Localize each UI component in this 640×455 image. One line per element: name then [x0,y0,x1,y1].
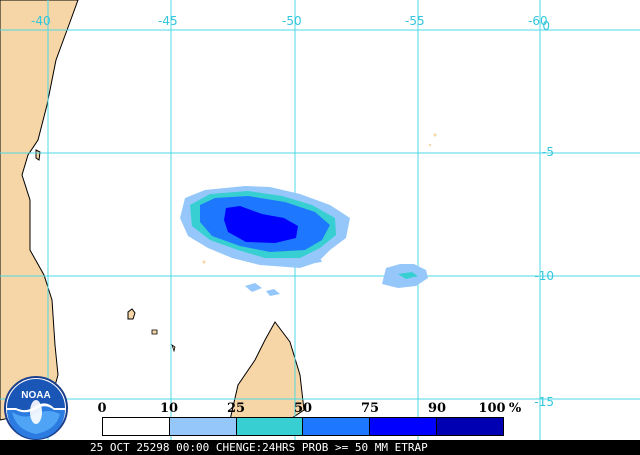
lon-label-45: -45 [158,14,178,28]
lat-label-5: -5 [542,145,554,159]
island-4 [171,344,176,353]
legend-value-75: 75 [360,401,380,416]
lat-lon-grid [0,0,640,440]
caption-text: 25 OCT 25298 00:00 CHENGE:24HRS PROB >= … [90,441,428,454]
lat-label-10: -10 [534,269,554,283]
legend-value-90: 90 [427,401,447,416]
noaa-logo-icon: NOAA [4,376,68,440]
caption-bar: 25 OCT 25298 00:00 CHENGE:24HRS PROB >= … [0,440,640,455]
prob-band-25-secondary [398,272,418,279]
legend-swatch [303,418,371,435]
legend-color-bar [102,417,504,436]
island-2 [35,149,41,161]
lon-label-40: -40 [31,14,51,28]
legend-value-50: 50 [293,401,313,416]
lon-label-55: -55 [405,14,425,28]
legend-swatch [370,418,438,435]
island-1 [127,308,136,320]
legend-swatch [103,418,170,435]
island-6 [428,143,432,147]
legend-swatch [169,418,237,435]
prob-patch-1 [245,283,262,292]
island-5 [433,133,437,137]
prob-band-75 [224,206,298,243]
lon-label-50: -50 [282,14,302,28]
lat-label-0: 0 [542,19,550,33]
lat-label-15: -15 [534,395,554,409]
prob-patch-2 [266,289,280,296]
legend-swatch [236,418,304,435]
legend-value-25: 25 [226,401,246,416]
legend-value-100: 100 [478,401,506,416]
africa-land [0,0,79,421]
legend-swatch [437,418,503,435]
island-3 [151,329,158,335]
lon-label-60: -60 [528,14,548,28]
prob-patch-3 [305,254,322,264]
noaa-logo-text: NOAA [21,390,50,401]
legend-value-10: 10 [159,401,179,416]
legend-unit: % [508,401,522,416]
island-7 [202,260,206,264]
legend-value-0: 0 [97,401,107,416]
probability-field [180,186,428,296]
